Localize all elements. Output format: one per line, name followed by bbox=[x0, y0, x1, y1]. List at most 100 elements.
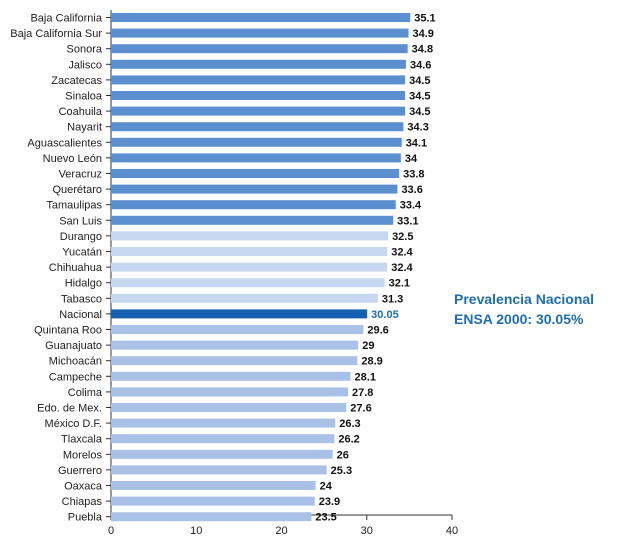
category-label: Guanajuato bbox=[45, 340, 102, 352]
value-label: 34.5 bbox=[409, 75, 430, 87]
category-label: Chiapas bbox=[62, 496, 103, 508]
category-label: México D.F. bbox=[45, 418, 102, 430]
category-label: Guerrero bbox=[58, 465, 102, 477]
value-label: 32.4 bbox=[391, 262, 413, 274]
value-label: 31.3 bbox=[382, 293, 403, 305]
bar bbox=[111, 512, 312, 522]
bar bbox=[111, 340, 359, 350]
bar bbox=[111, 91, 406, 100]
bar bbox=[111, 106, 406, 116]
bar bbox=[111, 403, 347, 412]
value-label: 28.1 bbox=[355, 371, 376, 383]
x-tick-label: 20 bbox=[275, 525, 287, 537]
bar bbox=[111, 293, 378, 303]
category-label: Colima bbox=[68, 387, 103, 399]
annotation-line-1: Prevalencia Nacional bbox=[454, 291, 595, 307]
bar bbox=[111, 449, 333, 459]
category-label: Morelos bbox=[63, 449, 103, 461]
bar bbox=[111, 13, 411, 22]
category-label: Querétaro bbox=[52, 184, 102, 196]
bar bbox=[111, 122, 404, 132]
bar bbox=[111, 262, 388, 272]
bar bbox=[111, 481, 316, 490]
bar bbox=[111, 169, 400, 178]
value-label: 35.1 bbox=[414, 13, 435, 25]
category-label: Hidalgo bbox=[65, 278, 102, 290]
category-label: San Luis bbox=[59, 215, 102, 227]
bar bbox=[111, 418, 336, 428]
category-label: Edo. de Mex. bbox=[37, 403, 102, 415]
value-label: 33.8 bbox=[403, 169, 424, 181]
value-label: 32.5 bbox=[392, 231, 413, 243]
bar bbox=[111, 325, 364, 334]
value-label: 27.6 bbox=[350, 403, 371, 415]
value-label: 33.1 bbox=[397, 215, 418, 227]
value-label: 26.3 bbox=[339, 418, 360, 430]
category-label: Aguascalientes bbox=[27, 137, 102, 149]
value-label: 34.5 bbox=[409, 91, 430, 103]
value-label: 26 bbox=[337, 449, 349, 461]
bar bbox=[111, 184, 398, 194]
value-label: 34.1 bbox=[406, 137, 427, 149]
category-label: Nacional bbox=[59, 309, 102, 321]
bar bbox=[111, 231, 389, 241]
value-label: 32.4 bbox=[391, 247, 413, 259]
value-label: 23.5 bbox=[315, 512, 336, 524]
annotation-line-2: ENSA 2000: 30.05% bbox=[454, 311, 584, 327]
value-label: 25.3 bbox=[331, 465, 352, 477]
bar bbox=[111, 465, 327, 475]
category-label: Veracruz bbox=[59, 169, 102, 181]
category-label: Michoacán bbox=[49, 356, 102, 368]
national-prevalence-annotation: Prevalencia Nacional ENSA 2000: 30.05% bbox=[454, 289, 620, 329]
value-label: 34.6 bbox=[410, 59, 431, 71]
x-tick-label: 10 bbox=[190, 525, 202, 537]
value-label: 29.6 bbox=[367, 325, 388, 337]
category-label: Puebla bbox=[68, 512, 103, 524]
category-label: Baja California Sur bbox=[10, 28, 102, 40]
value-label: 34.9 bbox=[413, 28, 434, 40]
value-label: 26.2 bbox=[338, 434, 359, 446]
category-label: Tamaulipas bbox=[46, 200, 102, 212]
bar bbox=[111, 278, 385, 288]
value-label: 24 bbox=[320, 481, 333, 493]
x-tick-label: 40 bbox=[446, 525, 458, 537]
bar bbox=[111, 59, 406, 69]
x-tick-label: 30 bbox=[361, 525, 373, 537]
bar bbox=[111, 247, 388, 256]
category-label: Coahuila bbox=[59, 106, 103, 118]
value-label: 34 bbox=[405, 153, 418, 165]
value-label: 29 bbox=[362, 340, 374, 352]
value-label: 33.4 bbox=[400, 200, 422, 212]
value-label: 34.5 bbox=[409, 106, 430, 118]
bar bbox=[111, 44, 408, 54]
category-label: Nayarit bbox=[67, 122, 102, 134]
bar bbox=[111, 496, 315, 506]
category-label: Zacatecas bbox=[51, 75, 102, 87]
bar bbox=[111, 200, 396, 210]
bar-nacional bbox=[111, 309, 368, 319]
category-label: Tlaxcala bbox=[61, 434, 103, 446]
value-label: 27.8 bbox=[352, 387, 373, 399]
category-label: Chihuahua bbox=[49, 262, 103, 274]
value-label: 30.05 bbox=[371, 309, 399, 321]
x-tick-label: 0 bbox=[108, 525, 114, 537]
value-label: 34.8 bbox=[412, 44, 433, 56]
value-label: 23.9 bbox=[319, 496, 340, 508]
bar bbox=[111, 387, 348, 397]
category-label: Sonora bbox=[67, 44, 103, 56]
bar bbox=[111, 153, 401, 163]
value-label: 33.6 bbox=[401, 184, 422, 196]
value-label: 28.9 bbox=[361, 356, 382, 368]
bar bbox=[111, 75, 406, 85]
bar bbox=[111, 215, 394, 225]
category-label: Yucatán bbox=[62, 247, 102, 259]
category-label: Campeche bbox=[49, 371, 102, 383]
category-label: Oaxaca bbox=[64, 481, 103, 493]
category-label: Jalisco bbox=[68, 59, 102, 71]
bar bbox=[111, 434, 335, 444]
value-label: 32.1 bbox=[389, 278, 410, 290]
category-label: Quintana Roo bbox=[34, 325, 102, 337]
category-label: Baja California bbox=[30, 13, 102, 25]
category-label: Nuevo León bbox=[43, 153, 102, 165]
